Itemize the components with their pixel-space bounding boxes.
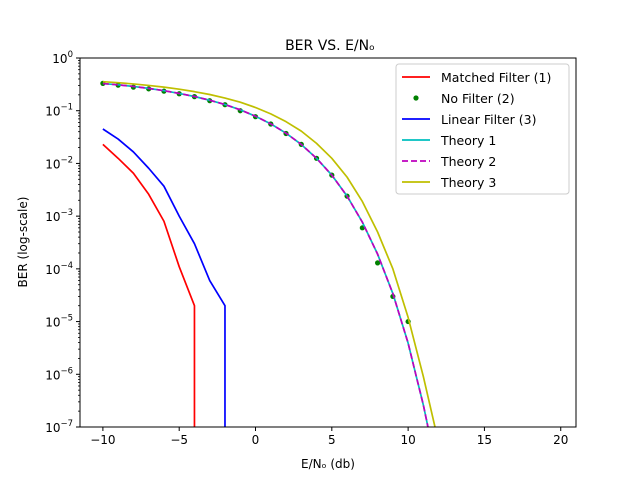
legend: Matched Filter (1) No Filter (2) Linear Fi… [395, 63, 570, 195]
y-tick-label: 10−1 [45, 103, 73, 119]
legend-item: Matched Filter (1) [402, 70, 551, 85]
legend-item: No Filter (2) [413, 91, 515, 106]
series-line-theory-3 [102, 80, 447, 427]
legend-label: Matched Filter (1) [441, 70, 551, 85]
legend-label: Theory 1 [440, 133, 496, 148]
x-tick-label: 10 [400, 433, 415, 447]
x-tick-label: 5 [328, 433, 336, 447]
legend-label: Theory 2 [440, 154, 496, 169]
x-tick-label: 15 [477, 433, 492, 447]
y-axis: 100 10−1 10−2 10−3 10−4 10−5 10−6 10−7 [45, 50, 80, 435]
chart-title: BER VS. E/Nₒ [285, 38, 375, 54]
legend-item: Theory 2 [402, 154, 496, 169]
legend-item: Linear Filter (3) [402, 112, 536, 127]
plot-frame [79, 57, 577, 428]
legend-item: Theory 1 [402, 133, 496, 148]
y-tick-label: 10−6 [45, 366, 73, 382]
y-tick-label: 10−5 [45, 314, 73, 330]
legend-item: Theory 3 [402, 175, 496, 190]
legend-marker [413, 95, 419, 101]
x-axis-label: E/Nₒ (db) [301, 457, 355, 471]
legend-label: No Filter (2) [441, 91, 515, 106]
x-tick-label: −5 [170, 433, 188, 447]
x-tick-label: −10 [90, 433, 115, 447]
legend-label: Linear Filter (3) [441, 112, 536, 127]
x-tick-label: 20 [553, 433, 568, 447]
x-axis: −10 −5 0 5 10 15 20 [90, 427, 568, 447]
plot-series [100, 80, 447, 427]
x-tick-label: 0 [252, 433, 260, 447]
y-tick-label: 10−7 [45, 419, 73, 435]
y-axis-label: BER (log-scale) [16, 197, 30, 288]
y-tick-label: 100 [52, 50, 73, 66]
series-line-matched-filter-1 [102, 143, 196, 427]
y-tick-label: 10−4 [45, 261, 73, 277]
data-point [375, 260, 381, 266]
y-tick-label: 10−2 [45, 155, 73, 171]
series-line-linear-filter-3 [102, 128, 226, 427]
legend-label: Theory 3 [440, 175, 496, 190]
series-line-theory-2 [102, 82, 429, 427]
legend-box [395, 63, 570, 195]
y-tick-label: 10−3 [45, 208, 73, 224]
